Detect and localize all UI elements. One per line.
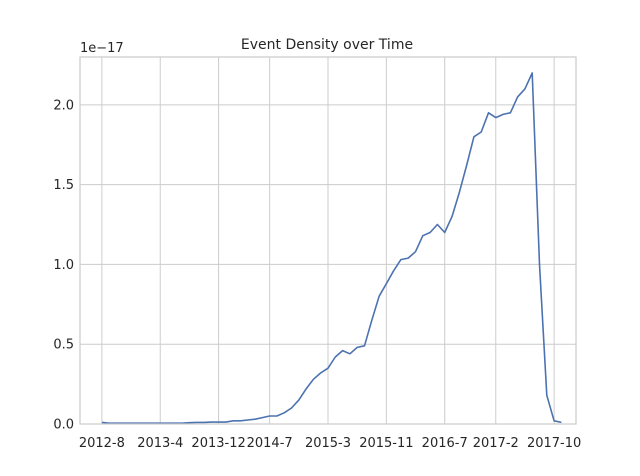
y-tick-label: 0.0 <box>53 418 74 433</box>
grid <box>80 57 576 425</box>
plot-frame <box>79 56 577 425</box>
x-axis-ticks: 2012-8 2013-4 2013-12 2014-7 2015-3 2015-11 20… <box>79 436 581 451</box>
x-tick-label: 2017-2 <box>473 436 519 451</box>
y-tick-label: 1.5 <box>53 178 74 193</box>
y-axis-ticks: 0.0 0.5 1.0 1.5 2.0 <box>53 98 74 432</box>
x-tick-label: 2013-4 <box>137 436 183 451</box>
x-tick-label: 2014-7 <box>247 436 293 451</box>
x-tick-label: 2012-8 <box>79 436 125 451</box>
y-tick-label: 1.0 <box>53 258 74 273</box>
y-axis-offset-label: 1e−17 <box>80 41 124 56</box>
x-tick-label: 2015-3 <box>305 436 351 451</box>
x-tick-label: 2013-12 <box>191 436 245 451</box>
x-tick-label: 2015-11 <box>359 436 413 451</box>
series-layer <box>101 72 562 425</box>
y-tick-label: 2.0 <box>53 98 74 113</box>
chart-title: Event Density over Time <box>241 37 413 53</box>
y-tick-label: 0.5 <box>53 338 74 353</box>
series-line-0 <box>101 72 562 425</box>
x-tick-label: 2017-10 <box>527 436 581 451</box>
x-tick-label: 2016-7 <box>422 436 468 451</box>
